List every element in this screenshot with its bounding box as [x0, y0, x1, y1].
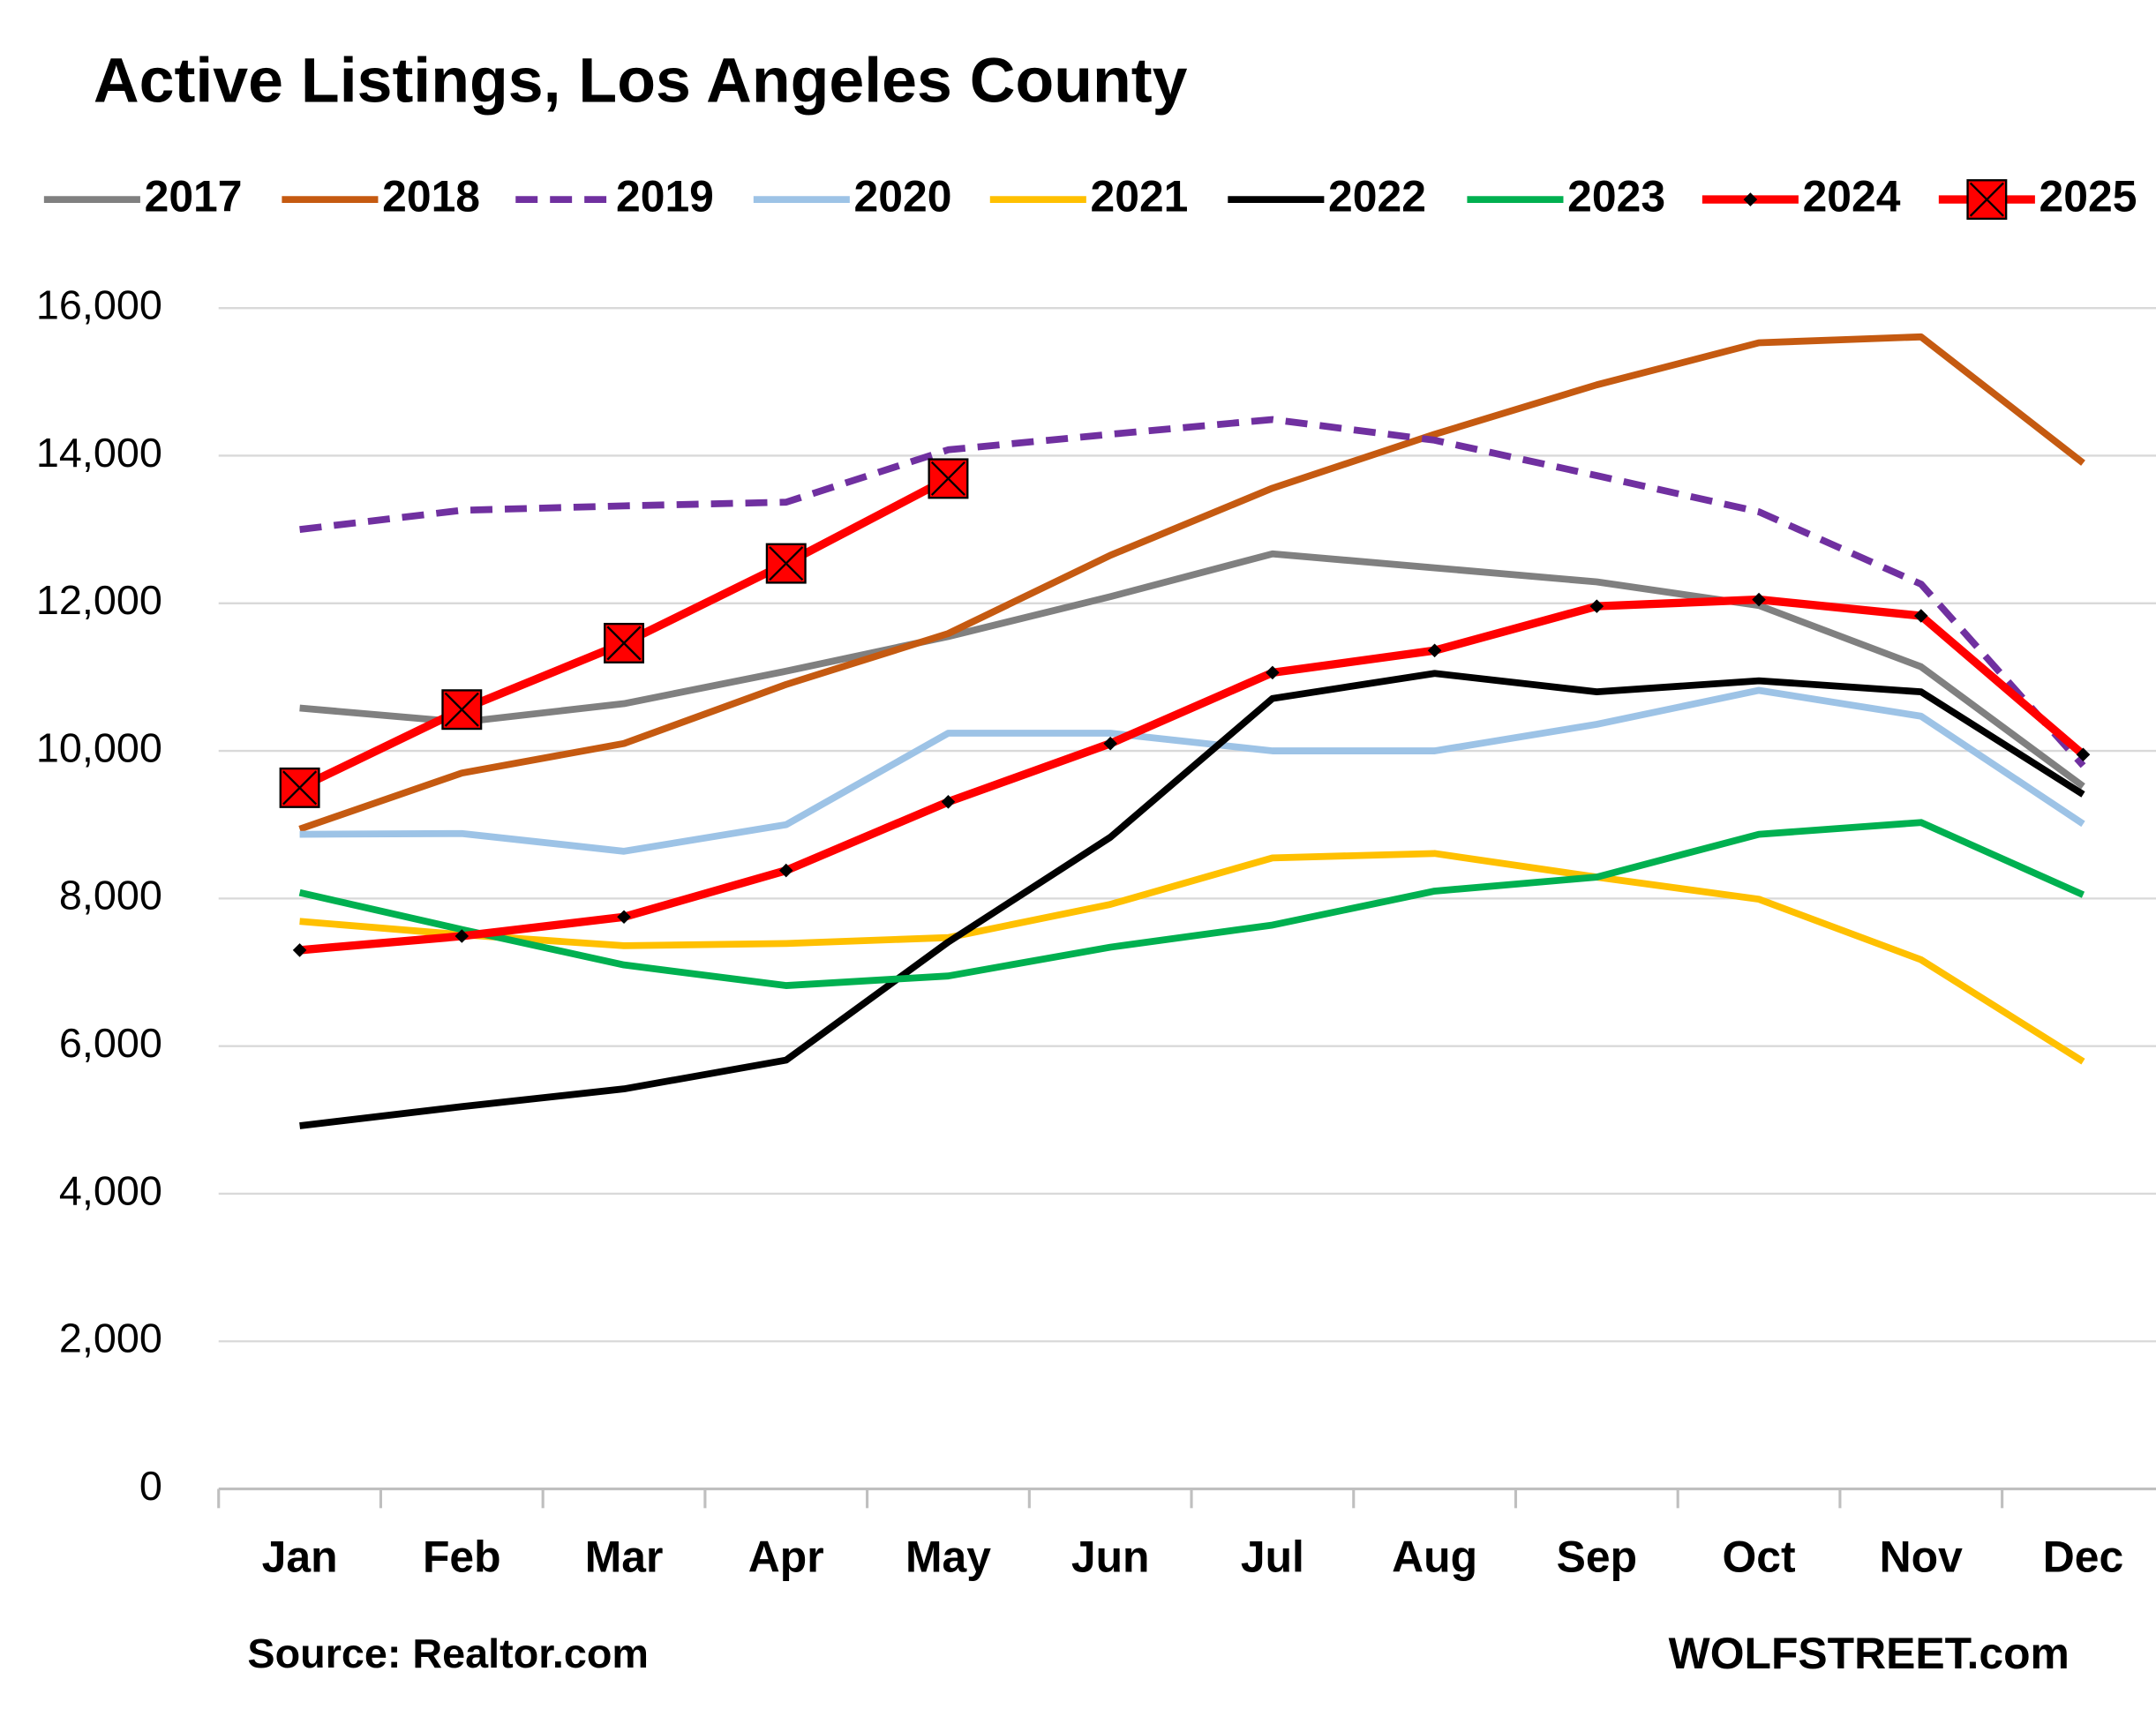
brand-note: WOLFSTREET.com: [1669, 1629, 2070, 1678]
point: [454, 929, 470, 943]
series-line: [299, 416, 2086, 768]
series-line: [299, 850, 2085, 1065]
series-line: [299, 550, 2085, 790]
series-line: [298, 819, 2085, 989]
legend-label: 2017: [145, 171, 243, 221]
x-tick-label: Oct: [1723, 1533, 1796, 1582]
x-tick-label: Aug: [1392, 1533, 1477, 1582]
legend-label: 2022: [1328, 171, 1426, 221]
series-line: [298, 333, 2085, 833]
x-tick-label: May: [905, 1533, 991, 1582]
point: [1743, 192, 1758, 206]
x-tick-label: Jun: [1071, 1533, 1150, 1582]
y-tick-label: 4,000: [59, 1167, 162, 1213]
point: [765, 543, 807, 584]
point: [604, 622, 645, 663]
x-tick-label: Jan: [262, 1533, 338, 1582]
series-line: [299, 670, 2085, 1129]
y-tick-label: 10,000: [36, 724, 162, 770]
y-tick-label: 8,000: [59, 873, 162, 918]
legend-label: 2019: [616, 171, 714, 221]
x-tick-label: Nov: [1880, 1533, 1963, 1582]
point: [1103, 736, 1117, 751]
point: [941, 794, 956, 809]
legend-label: 2023: [1567, 171, 1665, 221]
legend-label: 2021: [1091, 171, 1189, 221]
point: [441, 689, 483, 731]
x-tick-label: Dec: [2043, 1533, 2123, 1582]
point: [1913, 609, 1928, 623]
point: [1966, 179, 2008, 221]
point: [778, 863, 793, 878]
x-tick-label: Mar: [585, 1533, 664, 1582]
point: [292, 943, 307, 957]
chart-title: Active Listings, Los Angeles County: [94, 46, 1188, 116]
y-tick-label: 6,000: [59, 1020, 162, 1066]
source-note: Source: Realtor.com: [247, 1630, 648, 1676]
y-tick-label: 2,000: [59, 1315, 162, 1361]
x-tick-label: Sep: [1557, 1533, 1637, 1582]
y-tick-label: 14,000: [36, 430, 162, 476]
series-line: [299, 595, 2086, 955]
series-line: [299, 686, 2085, 855]
point: [1752, 592, 1766, 607]
legend-label: 2020: [854, 171, 952, 221]
y-tick-label: 16,000: [36, 282, 162, 328]
legend-label: 2024: [1803, 171, 1901, 221]
x-tick-label: Feb: [423, 1533, 501, 1582]
x-tick-label: Jul: [1241, 1533, 1304, 1582]
point: [928, 458, 969, 499]
legend-label: 2018: [382, 171, 480, 221]
y-tick-label: 12,000: [36, 577, 162, 623]
point: [279, 767, 320, 808]
y-tick-label: 0: [139, 1463, 162, 1509]
legend-label: 2025: [2040, 171, 2137, 221]
x-tick-label: Apr: [748, 1533, 824, 1582]
